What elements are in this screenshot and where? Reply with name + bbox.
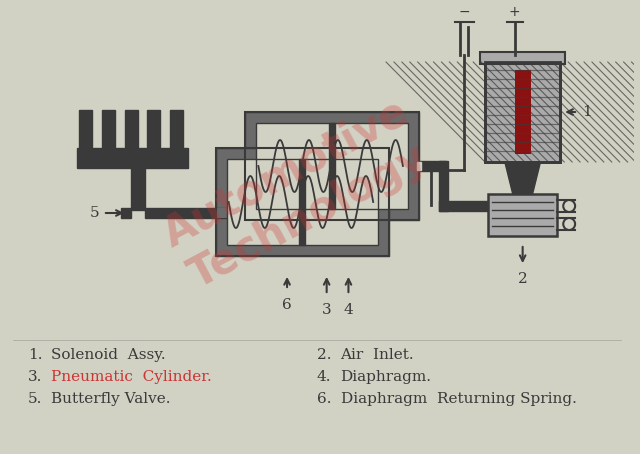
- Text: +: +: [509, 5, 520, 19]
- Bar: [147, 110, 161, 150]
- Bar: [299, 159, 305, 245]
- Text: 4: 4: [344, 303, 353, 317]
- Text: Automotive
Technology: Automotive Technology: [156, 91, 438, 299]
- Text: 4.: 4.: [317, 370, 332, 384]
- Bar: [329, 123, 335, 209]
- Text: Butterfly Valve.: Butterfly Valve.: [51, 392, 171, 406]
- Circle shape: [122, 209, 130, 217]
- Bar: [77, 148, 188, 168]
- Bar: [257, 123, 408, 209]
- Bar: [170, 110, 183, 150]
- Text: Diaphragm.: Diaphragm.: [340, 370, 431, 384]
- Bar: [485, 62, 560, 162]
- Text: 5.: 5.: [28, 392, 42, 406]
- Bar: [216, 208, 227, 218]
- Bar: [417, 162, 420, 170]
- Bar: [438, 201, 527, 211]
- Text: 3: 3: [322, 303, 332, 317]
- Bar: [488, 194, 557, 236]
- Text: Pneumatic  Cylinder.: Pneumatic Cylinder.: [51, 370, 212, 384]
- Circle shape: [563, 218, 575, 230]
- Text: 2.: 2.: [317, 348, 341, 362]
- Bar: [79, 110, 92, 150]
- Bar: [227, 159, 378, 245]
- Text: 1: 1: [582, 105, 592, 119]
- Bar: [145, 208, 253, 218]
- Text: 3.: 3.: [28, 370, 42, 384]
- Bar: [216, 148, 389, 256]
- Bar: [125, 110, 138, 150]
- Bar: [480, 52, 565, 64]
- Text: Air  Inlet.: Air Inlet.: [340, 348, 414, 362]
- Bar: [419, 161, 447, 171]
- Bar: [485, 62, 560, 162]
- Text: Solenoid  Assy.: Solenoid Assy.: [51, 348, 166, 362]
- Text: 6.: 6.: [317, 392, 332, 406]
- Polygon shape: [505, 162, 540, 194]
- Text: 2: 2: [518, 272, 527, 286]
- Bar: [121, 208, 131, 218]
- Bar: [257, 123, 408, 209]
- Text: Diaphragm  Returning Spring.: Diaphragm Returning Spring.: [340, 392, 577, 406]
- Bar: [216, 148, 389, 256]
- Bar: [246, 112, 419, 220]
- Bar: [131, 168, 145, 210]
- Bar: [246, 112, 419, 220]
- Text: 5: 5: [90, 206, 99, 220]
- Bar: [227, 159, 378, 245]
- Circle shape: [563, 200, 575, 212]
- Bar: [438, 161, 449, 211]
- Bar: [102, 110, 115, 150]
- Bar: [518, 80, 527, 211]
- Text: 6: 6: [282, 298, 292, 312]
- Bar: [515, 70, 531, 154]
- Text: −: −: [458, 5, 470, 19]
- Text: 1.: 1.: [28, 348, 42, 362]
